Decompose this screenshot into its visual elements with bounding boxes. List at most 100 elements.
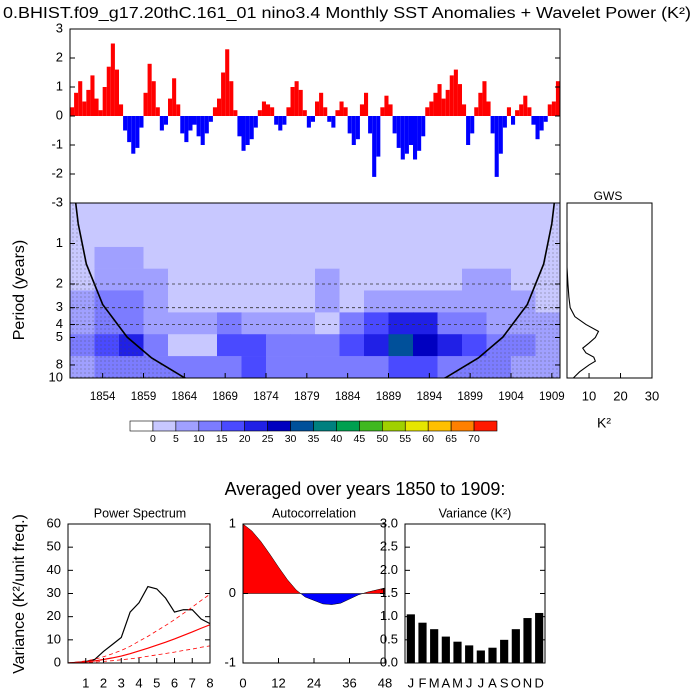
x-tick-label: A (441, 675, 450, 690)
anomaly-bar (82, 101, 87, 116)
anomaly-bar (221, 72, 226, 116)
y-tick-label: 1 (56, 235, 63, 250)
x-tick-label: 1864 (172, 391, 198, 403)
anomaly-bar (425, 107, 430, 116)
anomaly-bar (441, 98, 446, 116)
x-tick-label: 1879 (294, 391, 320, 403)
anomaly-bar (298, 89, 303, 116)
bar (500, 639, 509, 663)
power-cell (486, 290, 512, 313)
power-cell (339, 203, 365, 226)
power-cell (388, 224, 414, 248)
x-tick-label: 7 (189, 675, 196, 690)
x-tick-label: M (429, 675, 440, 690)
power-cell (315, 356, 340, 378)
y-tick-label: 4 (56, 316, 63, 331)
x-tick-label: 30 (645, 388, 659, 403)
power-cell (437, 334, 463, 357)
x-tick-label: F (419, 675, 427, 690)
x-tick-label: 3 (118, 675, 125, 690)
anomaly-bar (225, 49, 230, 116)
anomaly-bar (388, 104, 393, 116)
anomaly-bar (315, 101, 320, 116)
anomaly-bar (192, 116, 197, 125)
anomaly-bar (237, 116, 242, 137)
anomaly-bar (200, 116, 205, 145)
x-tick-label: 20 (613, 388, 627, 403)
anomaly-bar (233, 110, 238, 116)
anomaly-bar (106, 66, 111, 116)
anomaly-bar (110, 43, 115, 116)
y-tick-label: 5 (56, 329, 63, 344)
y-tick-label: 8 (56, 356, 63, 371)
power-cell (241, 312, 267, 335)
power-cell (192, 246, 218, 269)
y-axis-label: Variance (K²/unit freq.) (11, 514, 28, 674)
x-axis-label: K² (597, 415, 611, 431)
power-cell (168, 268, 193, 291)
anomaly-bar (204, 116, 209, 134)
anomaly-bar (482, 81, 487, 116)
anomaly-bar (90, 75, 95, 116)
plot-area (243, 524, 385, 605)
power-cell (192, 268, 218, 291)
colorbar-label: 35 (308, 433, 320, 445)
power-cell (217, 290, 242, 313)
x-tick-label: 1874 (253, 391, 279, 403)
chart-title: GWS (594, 189, 623, 203)
power-cell (315, 268, 340, 291)
power-cell (315, 246, 340, 269)
colorbar-box (473, 420, 498, 432)
power-cell (290, 268, 316, 291)
anomaly-bar (421, 116, 426, 137)
anomaly-bar (453, 69, 458, 116)
power-cell (437, 290, 463, 313)
anomaly-bar (229, 81, 234, 116)
colorbar-box (336, 420, 360, 432)
power-cell (168, 246, 193, 269)
y-tick-label: 1.0 (380, 608, 398, 623)
plot-area (68, 585, 210, 663)
y-tick-label: -1 (51, 136, 63, 151)
power-cell (364, 203, 389, 226)
anomaly-bar (396, 116, 401, 148)
plot-area (406, 612, 544, 663)
x-tick-label: 0 (239, 675, 246, 690)
anomaly-bar (535, 116, 540, 140)
anomaly-bar (515, 110, 520, 116)
power-cell (388, 356, 414, 378)
y-tick-label: 0 (54, 654, 61, 669)
plot-frame (69, 202, 561, 379)
power-cell (217, 312, 242, 335)
anomaly-bar (462, 104, 467, 116)
power-cell (364, 356, 389, 378)
x-tick-label: 1884 (335, 391, 361, 403)
y-tick-label: 40 (47, 562, 61, 577)
bar (453, 641, 462, 663)
y-tick-label: 30 (47, 585, 61, 600)
power-cell (486, 268, 512, 291)
anomaly-bar (511, 116, 516, 125)
power-cell (364, 290, 389, 313)
power-cell (192, 203, 218, 226)
anomaly-bar (98, 110, 103, 116)
anomaly-bar (445, 89, 450, 116)
power-cell (241, 224, 267, 248)
power-cell (217, 334, 242, 357)
anomaly-bar (282, 116, 287, 125)
chart-title: Power Spectrum (94, 506, 186, 520)
x-tick-label: 36 (342, 675, 356, 690)
power-cell (119, 246, 144, 269)
power-cell (388, 268, 414, 291)
colorbar-label: 65 (445, 433, 457, 445)
y-tick-label: 60 (47, 515, 61, 530)
power-cell (315, 290, 340, 313)
power-cell (94, 246, 120, 269)
power-cell (241, 268, 267, 291)
x-tick-label: 6 (171, 675, 178, 690)
x-tick-label: 8 (206, 675, 213, 690)
anomaly-bar (74, 92, 79, 116)
power-cell (462, 290, 487, 313)
anomaly-bar (555, 81, 560, 116)
spectrum-line (68, 624, 210, 663)
